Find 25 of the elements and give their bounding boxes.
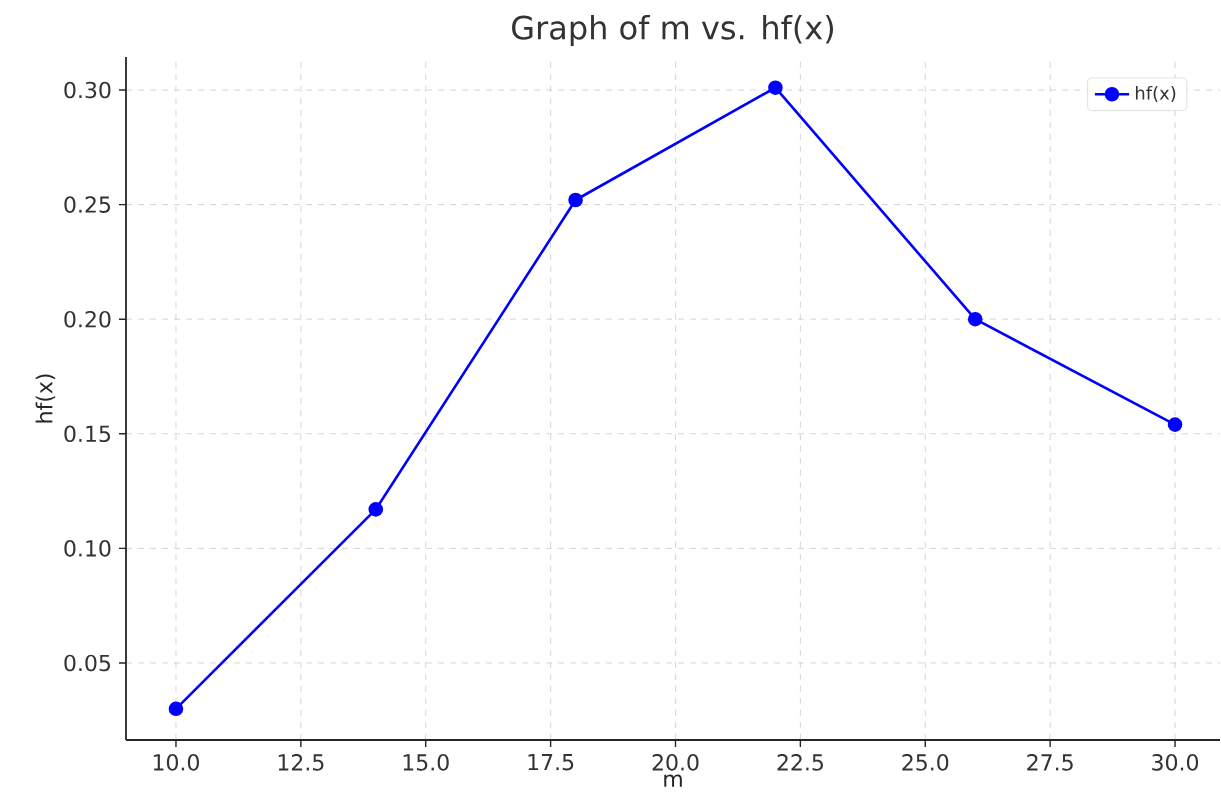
y-tick-label: 0.15	[64, 425, 111, 443]
x-tick-label: 17.5	[528, 754, 574, 771]
x-axis-title: m	[664, 774, 682, 787]
x-tick-label: 10.0	[153, 754, 199, 771]
x-tick-label: 27.5	[1027, 754, 1073, 771]
y-tick-label: 0.30	[64, 81, 111, 99]
legend-label: hf(x)	[1135, 85, 1176, 102]
x-tick-label: 15.0	[403, 754, 449, 771]
point	[568, 192, 583, 208]
x-tick-label: 30.0	[1152, 754, 1199, 771]
y-tick-label: 0.10	[64, 540, 111, 557]
y-axis-title: hf(x)	[35, 374, 56, 423]
point	[967, 311, 983, 327]
point	[768, 80, 783, 95]
x-tick-label: 20.0	[652, 754, 699, 771]
point	[168, 701, 184, 717]
chart-title: Graph of m vs. hf(x)	[512, 14, 833, 46]
y-tick-label: 0.05	[64, 654, 111, 672]
point	[1167, 417, 1183, 432]
y-tick-label: 0.20	[64, 310, 111, 328]
x-tick-label: 12.5	[278, 754, 324, 771]
point	[368, 502, 384, 517]
x-tick-label: 25.0	[902, 754, 949, 771]
y-tick-label: 0.25	[64, 196, 111, 213]
x-tick-label: 22.5	[777, 754, 823, 771]
